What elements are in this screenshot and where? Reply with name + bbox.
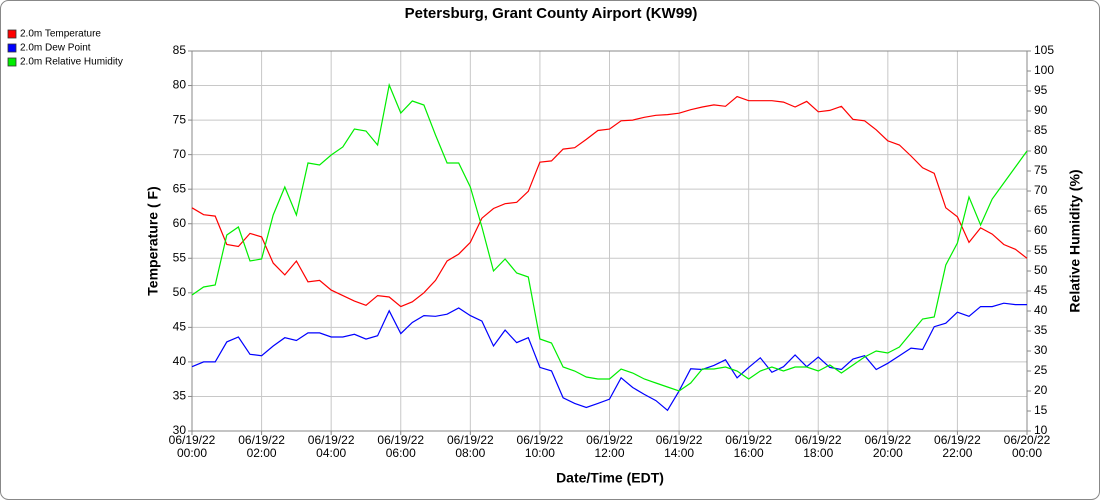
y2-tick-label: 70 — [1034, 183, 1048, 197]
y-tick-label: 65 — [173, 181, 187, 195]
y-axis-label: Temperature ( F) — [145, 186, 161, 295]
x-axis-label: Date/Time (EDT) — [556, 470, 664, 486]
x-tick-label: 06/19/22 22:00 — [934, 433, 981, 460]
y2-axis-label: Relative Humidity (%) — [1067, 169, 1083, 312]
y2-tick-label: 20 — [1034, 383, 1048, 397]
y-tick-label: 80 — [173, 78, 187, 92]
x-tick-label: 06/19/22 00:00 — [168, 433, 216, 460]
y2-tick-label: 100 — [1034, 63, 1054, 77]
y2-tick-label: 10 — [1034, 423, 1048, 437]
y2-tick-label: 95 — [1034, 83, 1048, 97]
legend-label: 2.0m Dew Point — [20, 43, 91, 54]
y2-tick-label: 55 — [1034, 243, 1048, 257]
y2-tick-label: 65 — [1034, 203, 1048, 217]
x-tick-label: 06/20/22 00:00 — [1003, 433, 1051, 460]
y-tick-label: 30 — [173, 423, 187, 437]
y-tick-label: 70 — [173, 147, 187, 161]
y2-tick-label: 40 — [1034, 303, 1048, 317]
x-tick-label: 06/19/22 08:00 — [446, 433, 494, 460]
legend-label: 2.0m Temperature — [20, 29, 101, 40]
y2-tick-label: 30 — [1034, 343, 1048, 357]
y2-tick-label: 15 — [1034, 403, 1048, 417]
series-line — [191, 302, 1027, 412]
y2-tick-label: 25 — [1034, 363, 1048, 377]
y2-tick-label: 75 — [1034, 163, 1048, 177]
y-tick-label: 35 — [173, 389, 187, 403]
y2-tick-label: 90 — [1034, 103, 1048, 117]
x-tick-label: 06/19/22 06:00 — [377, 433, 425, 460]
x-tick-label: 06/19/22 16:00 — [725, 433, 773, 460]
x-tick-label: 06/19/22 04:00 — [307, 433, 355, 460]
y2-tick-label: 45 — [1034, 283, 1048, 297]
legend-swatch — [7, 57, 17, 67]
y-tick-label: 85 — [173, 43, 187, 57]
y-tick-label: 50 — [173, 285, 187, 299]
legend-swatch — [7, 29, 17, 39]
x-tick-label: 06/19/22 02:00 — [238, 433, 285, 460]
y-tick-label: 75 — [173, 112, 187, 126]
series-line — [191, 95, 1028, 308]
y-tick-label: 40 — [173, 354, 187, 368]
legend-label: 2.0m Relative Humidity — [20, 57, 123, 68]
y2-tick-label: 60 — [1034, 223, 1048, 237]
y2-tick-label: 80 — [1034, 143, 1048, 157]
x-tick-label: 06/19/22 10:00 — [516, 433, 564, 460]
x-tick-label: 06/19/22 20:00 — [864, 433, 912, 460]
legend-swatch — [7, 43, 17, 53]
series-line — [191, 82, 1028, 392]
plot-border — [191, 50, 1028, 432]
y-tick-label: 45 — [173, 320, 187, 334]
x-tick-label: 06/19/22 18:00 — [794, 433, 842, 460]
y2-tick-label: 85 — [1034, 123, 1048, 137]
y2-tick-label: 35 — [1034, 323, 1048, 337]
y-tick-label: 60 — [173, 216, 187, 230]
x-tick-label: 06/19/22 14:00 — [655, 433, 703, 460]
y2-tick-label: 50 — [1034, 263, 1048, 277]
y2-tick-label: 105 — [1034, 43, 1054, 57]
chart-title: Petersburg, Grant County Airport (KW99) — [405, 5, 698, 22]
y-tick-label: 55 — [173, 250, 187, 264]
x-tick-label: 06/19/22 12:00 — [586, 433, 633, 460]
